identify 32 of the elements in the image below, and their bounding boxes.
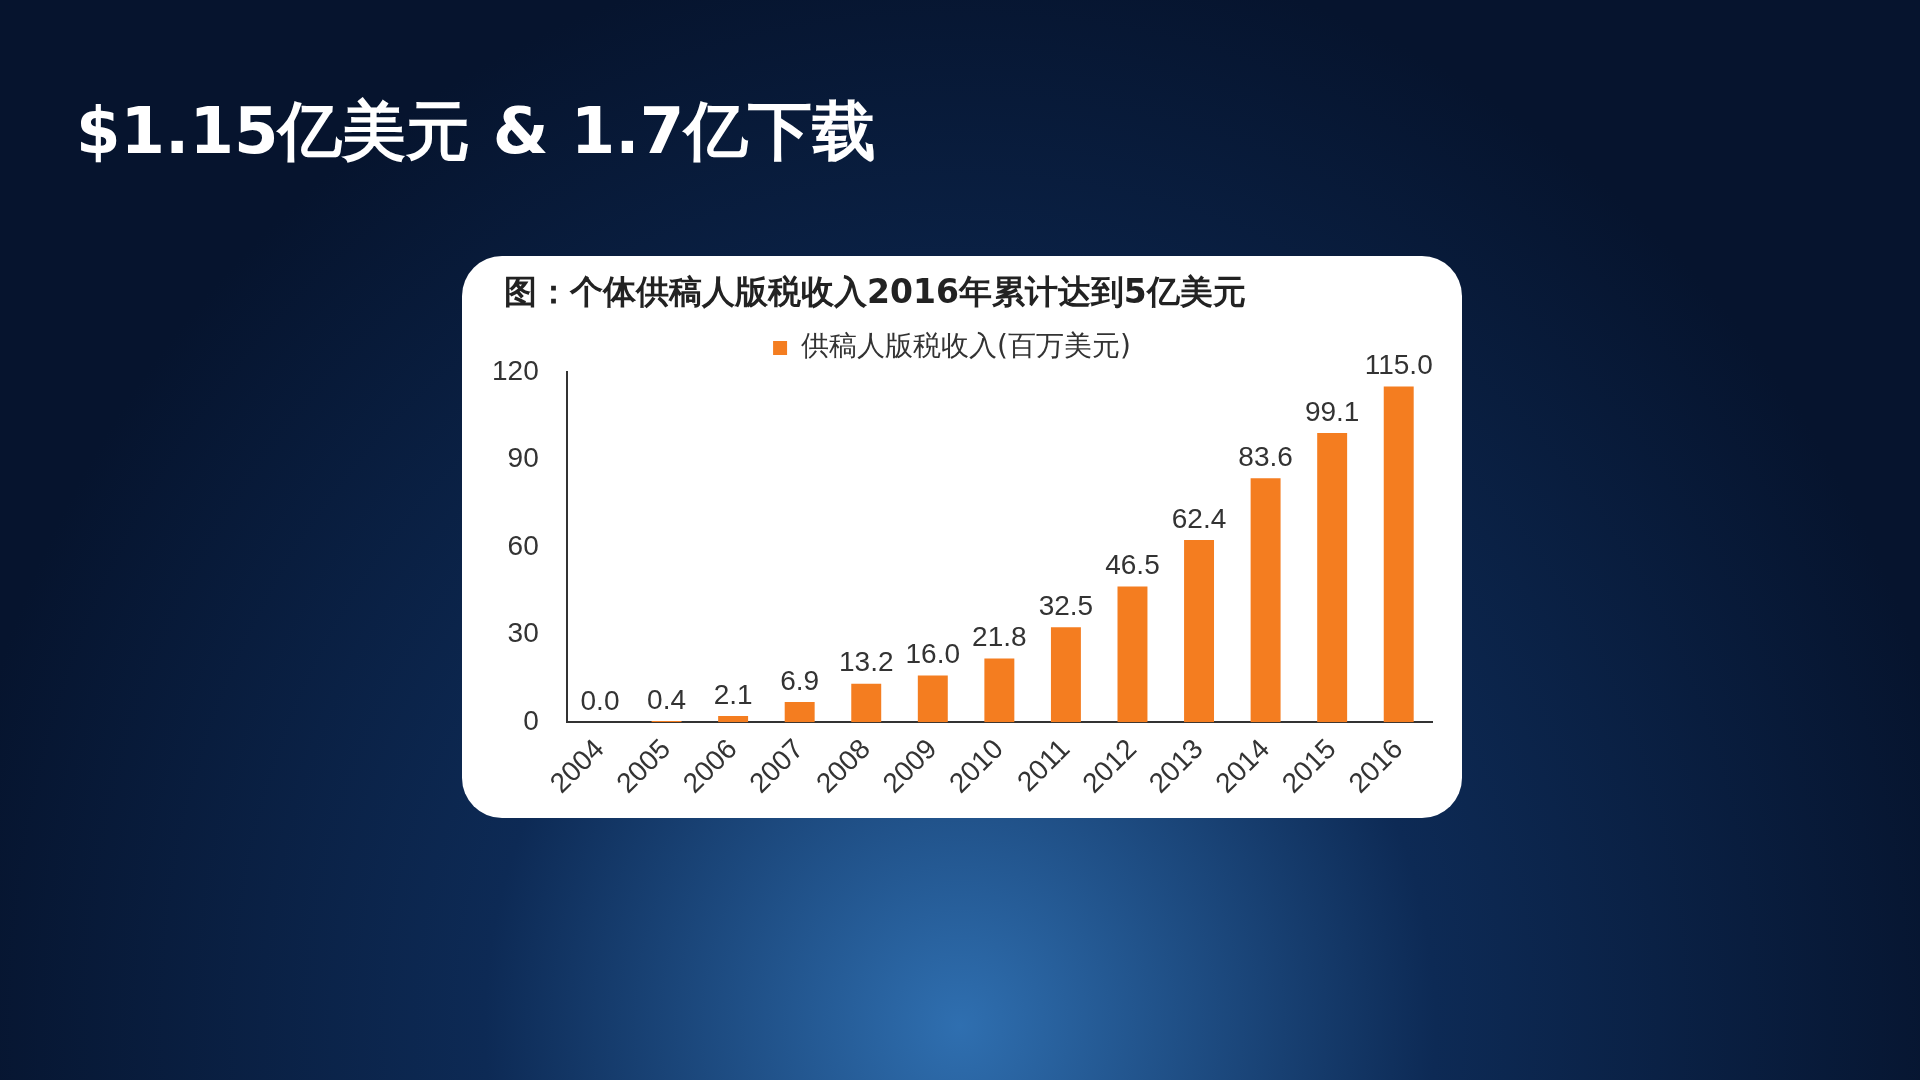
y-tick-label: 0: [523, 704, 539, 736]
chart-subtitle: 图：个体供稿人版税收入2016年累计达到5亿美元: [504, 271, 1246, 313]
bar: [984, 658, 1015, 723]
data-label: 0.0: [580, 684, 620, 716]
data-label: 16.0: [905, 638, 961, 670]
data-label: 2.1: [713, 678, 753, 710]
bar: [1050, 627, 1081, 723]
data-label: 0.4: [647, 683, 687, 715]
data-label: 115.0: [1364, 349, 1433, 381]
y-tick-label: 90: [507, 442, 539, 474]
data-label: 83.6: [1238, 440, 1293, 472]
data-label: 62.4: [1171, 502, 1227, 534]
bar: [917, 675, 948, 723]
bar: [1383, 386, 1414, 723]
bar: [1117, 586, 1148, 723]
data-label: 32.5: [1038, 590, 1094, 622]
y-tick-label: 120: [492, 354, 539, 386]
y-tick-label: 60: [507, 529, 539, 561]
data-label: 21.8: [972, 621, 1027, 653]
legend-label: 供稿人版税收入(百万美元): [801, 329, 1131, 363]
bar: [1317, 432, 1348, 723]
y-tick-label: 30: [507, 617, 539, 649]
bar: [718, 716, 749, 723]
data-label: 46.5: [1105, 549, 1160, 581]
bar: [851, 683, 882, 723]
data-label: 99.1: [1304, 395, 1360, 427]
bar: [784, 702, 815, 723]
bar: [1184, 540, 1215, 723]
bar: [1250, 478, 1281, 723]
chart-title: $1.15亿美元 & 1.7亿下载: [76, 93, 877, 170]
data-label: 13.2: [838, 646, 894, 678]
data-label: 6.9: [780, 664, 820, 696]
